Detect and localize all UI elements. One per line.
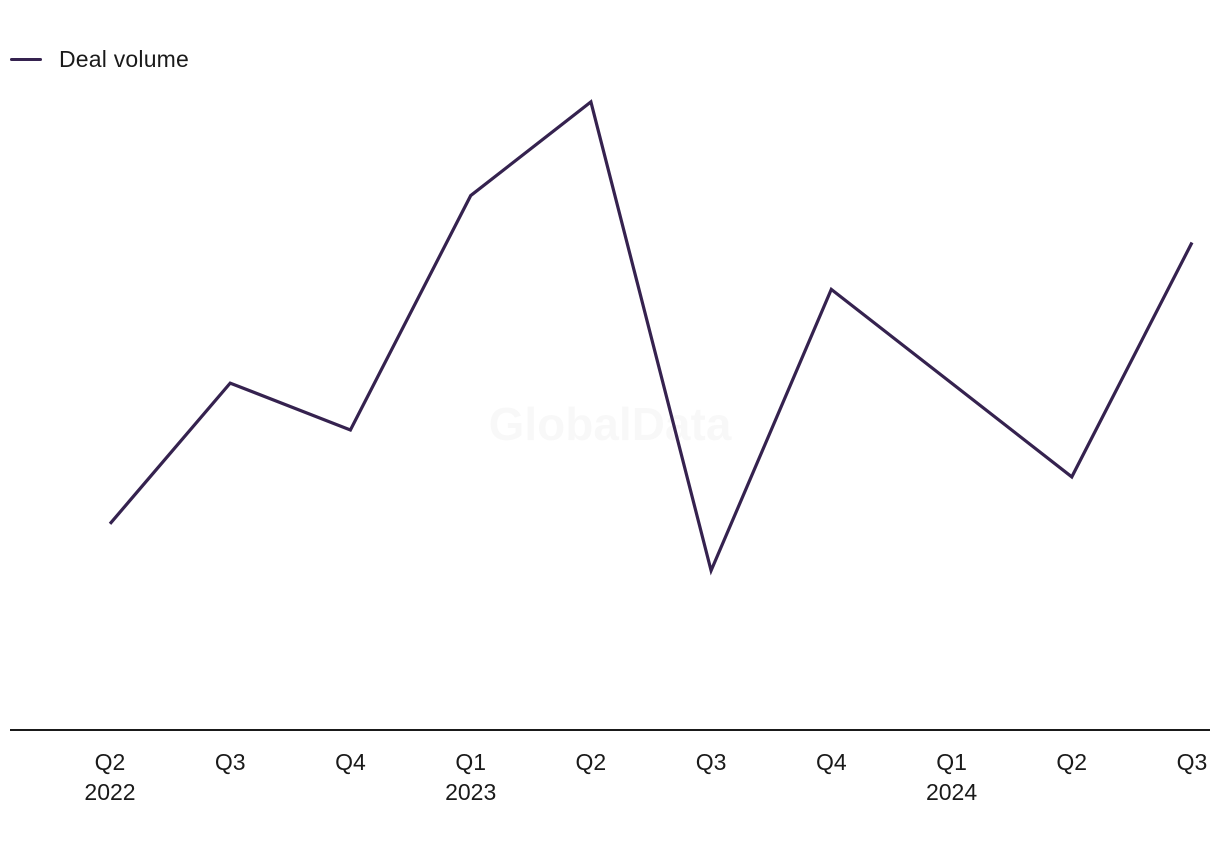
x-tick-label-year: 2023 <box>445 779 496 805</box>
x-tick-label-quarter: Q1 <box>936 749 967 775</box>
x-tick-label-quarter: Q2 <box>1056 749 1087 775</box>
x-tick-labels: Q2 2022 Q3 Q4 Q1 2023 Q2 Q3 Q4 Q1 2024 Q2 Q3 <box>84 749 1207 805</box>
x-tick-label-quarter: Q3 <box>1177 749 1208 775</box>
legend-label: Deal volume <box>59 46 190 72</box>
x-tick-label-quarter: Q3 <box>696 749 727 775</box>
x-tick-label-quarter: Q4 <box>335 749 366 775</box>
x-tick-label-quarter: Q2 <box>95 749 126 775</box>
x-tick-label-year: 2024 <box>926 779 977 805</box>
series-layer <box>108 99 1194 576</box>
x-tick-label-quarter: Q3 <box>215 749 246 775</box>
series-line-0 <box>108 99 1194 576</box>
x-tick-label-quarter: Q4 <box>816 749 847 775</box>
x-tick-label-quarter: Q2 <box>576 749 607 775</box>
x-tick-label-year: 2022 <box>84 779 135 805</box>
legend: Deal volume <box>10 46 189 73</box>
legend-swatch <box>10 58 42 61</box>
watermark: GlobalData <box>489 398 732 450</box>
x-tick-label-quarter: Q1 <box>455 749 486 775</box>
